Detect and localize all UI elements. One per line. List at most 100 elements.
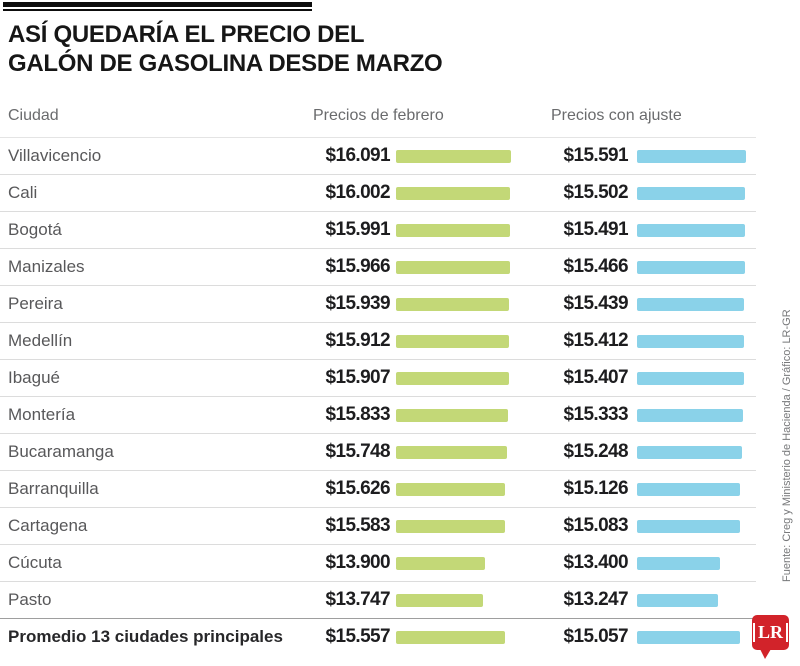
february-price-bar [396, 260, 510, 274]
february-bar-zone [390, 297, 511, 311]
title-line-2: GALÓN DE GASOLINA DESDE MARZO [8, 50, 443, 77]
city-label: Promedio 13 ciudades principales [8, 627, 283, 646]
adjusted-price-value: $15.466 [563, 256, 629, 277]
february-price-bar [396, 408, 508, 422]
adjusted-price-value: $15.412 [563, 330, 629, 351]
february-bar-zone [390, 556, 511, 570]
adjusted-bar-zone [628, 186, 756, 200]
february-price-bar [396, 186, 510, 200]
february-price-bar [396, 482, 505, 496]
page-title: ASÍ QUEDARÍA EL PRECIO DEL GALÓN DE GASO… [8, 20, 443, 78]
city-label: Barranquilla [8, 479, 99, 498]
adjusted-bar-zone [628, 223, 756, 237]
adjusted-bar-zone [628, 149, 756, 163]
february-price-value: $15.833 [325, 404, 391, 425]
adjusted-price-value: $15.083 [563, 515, 629, 536]
adjusted-price-value: $15.439 [563, 293, 629, 314]
table-row: Bogotá $15.991 $15.491 [0, 211, 756, 248]
adjusted-price-bar [637, 223, 745, 237]
table-row: Bucaramanga $15.748 $15.248 [0, 433, 756, 470]
february-bar-zone [390, 519, 511, 533]
adjusted-price-value: $15.248 [563, 441, 629, 462]
february-bar-zone [390, 334, 511, 348]
adjusted-price-value: $15.491 [563, 219, 629, 240]
city-label: Pereira [8, 294, 63, 313]
adjusted-price-bar [637, 334, 744, 348]
city-label: Medellín [8, 331, 73, 350]
february-price-bar [396, 445, 507, 459]
february-price-value: $15.748 [325, 441, 391, 462]
table-row: Villavicencio $16.091 $15.591 [0, 137, 756, 174]
city-label: Bucaramanga [8, 442, 114, 461]
february-bar-zone [390, 186, 511, 200]
adjusted-price-value: $15.333 [563, 404, 629, 425]
adjusted-price-bar [637, 593, 718, 607]
february-price-value: $15.626 [325, 478, 391, 499]
adjusted-bar-zone [628, 556, 756, 570]
table-row: Pasto $13.747 $13.247 [0, 581, 756, 618]
february-price-value: $15.557 [325, 626, 391, 647]
table-row: Pereira $15.939 $15.439 [0, 285, 756, 322]
february-price-bar [396, 297, 509, 311]
adjusted-bar-zone [628, 334, 756, 348]
rule-gap [3, 7, 312, 9]
adjusted-price-bar [637, 297, 744, 311]
adjusted-price-value: $15.407 [563, 367, 629, 388]
adjusted-price-bar [637, 149, 746, 163]
adjusted-price-value: $15.591 [563, 145, 629, 166]
adjusted-bar-zone [628, 408, 756, 422]
rule-thick-line [3, 2, 312, 7]
city-label: Montería [8, 405, 76, 424]
february-price-bar [396, 149, 511, 163]
adjusted-price-bar [637, 186, 745, 200]
february-bar-zone [390, 593, 511, 607]
table-row: Ibagué $15.907 $15.407 [0, 359, 756, 396]
february-price-bar [396, 334, 509, 348]
february-price-bar [396, 593, 483, 607]
column-header-adjusted: Precios con ajuste [551, 107, 682, 124]
february-bar-zone [390, 260, 511, 274]
adjusted-bar-zone [628, 593, 756, 607]
adjusted-bar-zone [628, 260, 756, 274]
february-price-value: $13.900 [325, 552, 391, 573]
adjusted-price-bar [637, 630, 740, 644]
february-bar-zone [390, 482, 511, 496]
february-bar-zone [390, 223, 511, 237]
adjusted-price-bar [637, 556, 720, 570]
adjusted-price-value: $13.247 [563, 589, 629, 610]
table-row: Barranquilla $15.626 $15.126 [0, 470, 756, 507]
adjusted-bar-zone [628, 630, 756, 644]
february-bar-zone [390, 149, 511, 163]
february-bar-zone [390, 408, 511, 422]
city-label: Pasto [8, 590, 52, 609]
price-table: Villavicencio $16.091 $15.591 Cali $16.0… [0, 137, 756, 655]
table-row: Cúcuta $13.900 $13.400 [0, 544, 756, 581]
february-bar-zone [390, 371, 511, 385]
adjusted-bar-zone [628, 445, 756, 459]
adjusted-price-bar [637, 445, 742, 459]
february-price-value: $15.991 [325, 219, 391, 240]
february-price-value: $13.747 [325, 589, 391, 610]
city-label: Ibagué [8, 368, 60, 387]
adjusted-bar-zone [628, 297, 756, 311]
february-price-value: $15.939 [325, 293, 391, 314]
title-line-1: ASÍ QUEDARÍA EL PRECIO DEL [8, 21, 365, 48]
title-top-rule [3, 2, 312, 11]
adjusted-price-value: $15.057 [563, 626, 629, 647]
table-row: Promedio 13 ciudades principales $15.557… [0, 618, 756, 655]
city-label: Cali [8, 183, 38, 202]
column-headers: Ciudad Precios de febrero Precios con aj… [0, 107, 800, 127]
adjusted-price-bar [637, 260, 745, 274]
table-row: Manizales $15.966 $15.466 [0, 248, 756, 285]
table-row: Medellín $15.912 $15.412 [0, 322, 756, 359]
rule-thin-line [3, 9, 312, 11]
source-credit: Fuente: Creg y Ministerio de Hacienda / … [781, 309, 793, 583]
city-label: Villavicencio [8, 146, 102, 165]
city-label: Cartagena [8, 516, 88, 535]
adjusted-price-value: $13.400 [563, 552, 629, 573]
february-price-value: $15.583 [325, 515, 391, 536]
february-price-bar [396, 519, 505, 533]
column-header-city: Ciudad [8, 107, 59, 124]
city-label: Cúcuta [8, 553, 62, 572]
lr-logo-text: LR [752, 623, 788, 642]
